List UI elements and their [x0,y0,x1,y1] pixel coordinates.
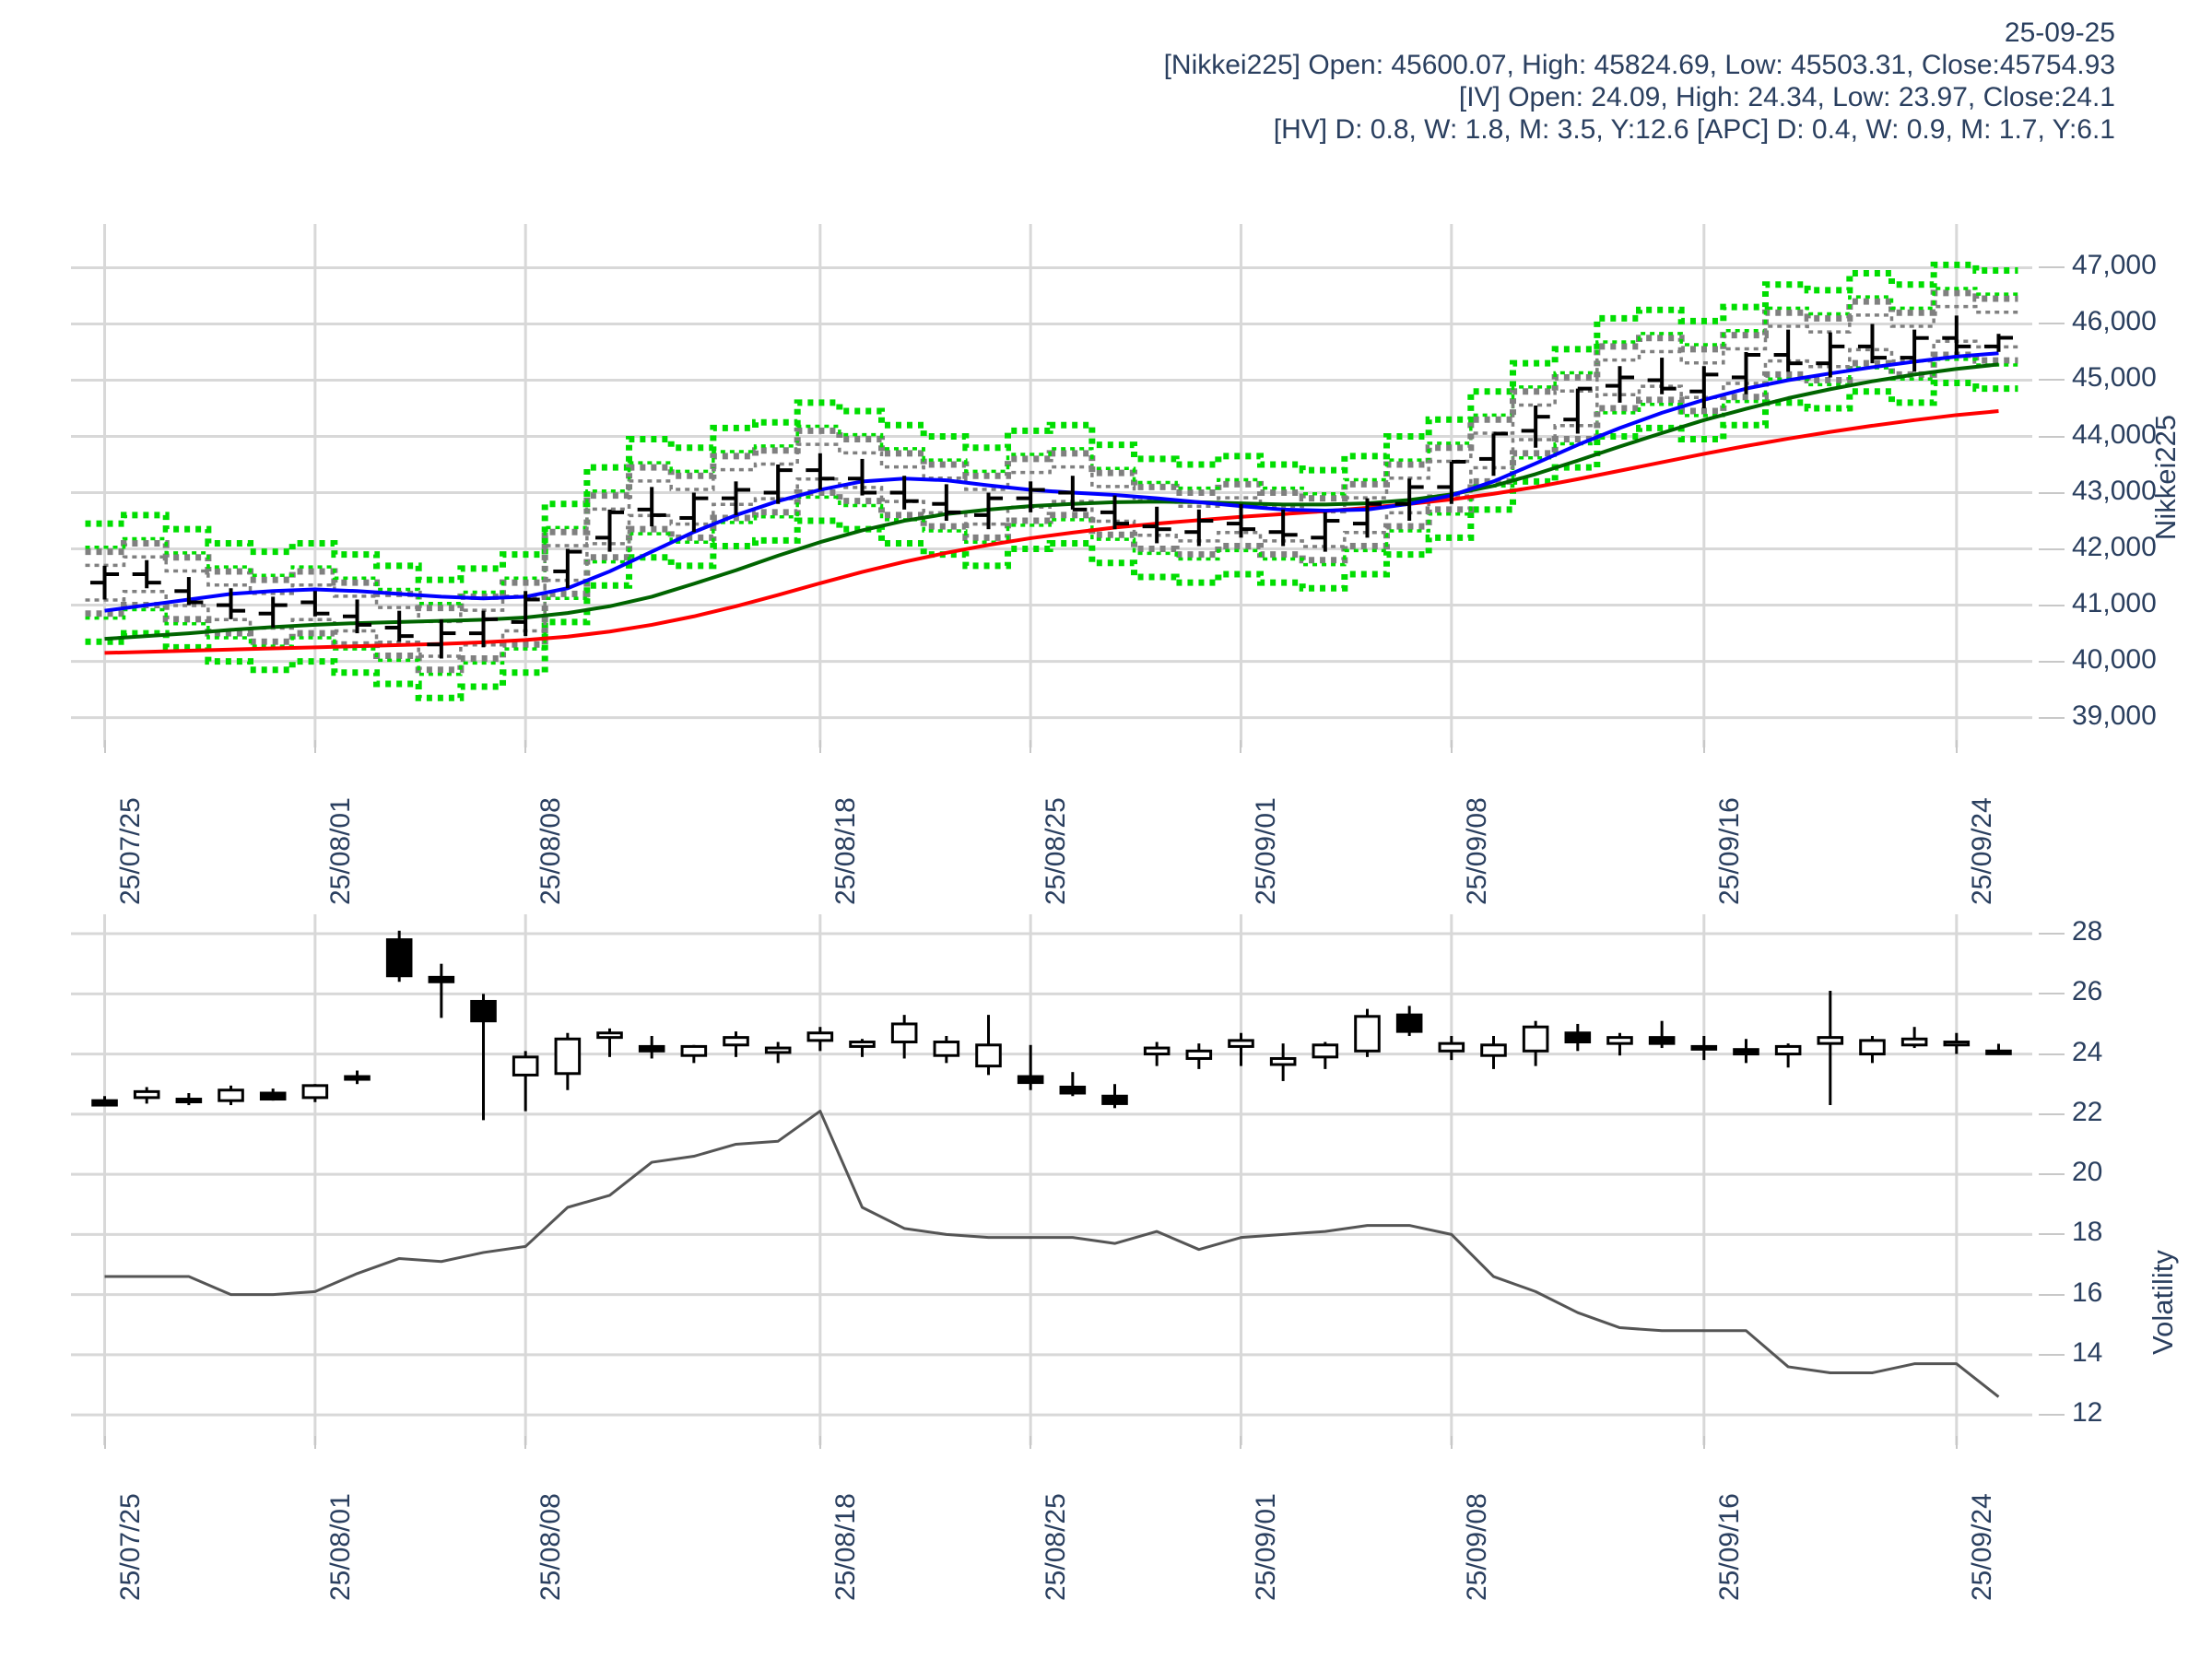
price-x-axis-tick-mark [1450,740,1453,753]
header-line-hv-apc: [HV] D: 0.8, W: 1.8, M: 3.5, Y:12.6 [APC… [1273,114,2115,145]
volatility-y-axis-tick-mark [2039,1353,2065,1356]
price-y-axis-tick-label: 46,000 [2072,306,2157,337]
price-x-axis-tick-mark [1702,740,1705,753]
volatility-hv-line [104,1110,2000,1398]
price-y-axis-tick-label: 45,000 [2072,362,2157,394]
volatility-y-axis-tick-label: 18 [2072,1217,2103,1248]
volatility-y-axis-tick-mark [2039,1112,2065,1115]
price-y-axis-tick-mark [2039,660,2065,663]
price-x-axis-tick-label: 25/09/24 [1966,797,1997,905]
volatility-y-axis-tick-label: 12 [2072,1397,2103,1429]
price-line-ma-fast [104,351,1999,613]
price-y-axis-tick-label: 40,000 [2072,643,2157,675]
price-y-axis-tick-mark [2039,435,2065,438]
volatility-y-axis-tick-mark [2039,933,2065,935]
volatility-x-axis-tick-mark [313,1436,316,1449]
price-y-axis-tick-label: 39,000 [2072,700,2157,731]
price-x-axis-tick-label: 25/07/25 [114,797,146,905]
volatility-x-axis-tick-mark [1240,1436,1242,1449]
price-y-axis-tick-label: 44,000 [2072,418,2157,450]
price-x-axis-tick-label: 25/09/08 [1461,797,1492,905]
price-y-axis-tick-label: 42,000 [2072,531,2157,562]
volatility-y-axis-tick-mark [2039,1293,2065,1296]
price-y-axis-tick-label: 41,000 [2072,587,2157,618]
price-y-axis-tick-label: 43,000 [2072,475,2157,506]
price-y-axis-tick-mark [2039,266,2065,269]
price-band-band-outer-lower [85,380,2018,701]
volatility-axis-title: Volatility [2146,1250,2179,1355]
volatility-x-axis-tick-label: 25/09/08 [1461,1493,1492,1601]
price-band-secondary-1 [85,358,2018,677]
volatility-x-axis-tick-label: 25/08/01 [324,1493,356,1601]
price-y-axis-tick-mark [2039,491,2065,494]
price-ohlc-bars [90,315,2013,659]
volatility-y-axis-tick-mark [2039,1173,2065,1176]
price-x-axis-tick-mark [103,740,106,753]
volatility-x-axis-tick-mark [1030,1436,1032,1449]
price-band-band-outer-upper [85,261,2018,583]
volatility-x-axis-tick-label: 25/09/24 [1966,1493,1997,1601]
price-y-axis-tick-mark [2039,604,2065,606]
price-x-axis-tick-label: 25/09/16 [1713,797,1745,905]
price-x-axis-tick-mark [524,740,527,753]
header-line-nikkei: [Nikkei225] Open: 45600.07, High: 45824.… [1163,50,2115,80]
price-x-axis-tick-mark [1955,740,1958,753]
volatility-y-axis-tick-mark [2039,993,2065,995]
price-x-axis-tick-mark [1030,740,1032,753]
price-chart-plot-area [71,224,2032,747]
price-line-ma-mid [104,362,1999,641]
volatility-y-axis-tick-label: 16 [2072,1277,2103,1308]
price-x-axis-tick-label: 25/08/08 [535,797,567,905]
volatility-y-axis-tick-mark [2039,1233,2065,1236]
volatility-x-axis-tick-mark [818,1436,821,1449]
price-y-axis-tick-mark [2039,716,2065,719]
volatility-x-axis-tick-label: 25/09/16 [1713,1493,1745,1601]
price-axis-title: Nikkei225 [2149,414,2183,541]
header-date: 25-09-25 [2004,18,2115,48]
price-x-axis-tick-mark [1240,740,1242,753]
volatility-x-axis-tick-label: 25/07/25 [114,1493,146,1601]
volatility-x-axis-tick-label: 25/08/08 [535,1493,567,1601]
price-y-axis-tick-mark [2039,547,2065,550]
price-y-axis-tick-mark [2039,323,2065,325]
price-y-axis-tick-label: 47,000 [2072,250,2157,281]
header-line-iv: [IV] Open: 24.09, High: 24.34, Low: 23.9… [1458,82,2115,112]
price-x-axis-tick-mark [818,740,821,753]
volatility-y-axis-tick-label: 24 [2072,1036,2103,1067]
volatility-chart-plot-area [71,914,2032,1445]
price-line-ma-slow [104,409,1999,655]
price-x-axis-tick-label: 25/08/01 [324,797,356,905]
price-y-axis-tick-mark [2039,379,2065,382]
chart-header: 25-09-25 [Nikkei225] Open: 45600.07, Hig… [0,17,2115,146]
price-x-axis-tick-label: 25/08/25 [1041,797,1072,905]
volatility-x-axis-tick-label: 25/08/18 [830,1493,861,1601]
volatility-candlesticks [91,930,2012,1121]
volatility-x-axis-tick-mark [524,1436,527,1449]
price-band-secondary-2 [85,304,2018,624]
volatility-y-axis-tick-label: 26 [2072,976,2103,1007]
price-x-axis-tick-label: 25/09/01 [1251,797,1282,905]
price-x-axis-tick-mark [313,740,316,753]
volatility-x-axis-tick-mark [1450,1436,1453,1449]
volatility-x-axis-tick-mark [1955,1436,1958,1449]
volatility-x-axis-tick-label: 25/09/01 [1251,1493,1282,1601]
volatility-x-axis-tick-mark [103,1436,106,1449]
price-band-secondary-3 [85,339,2018,658]
volatility-y-axis-tick-mark [2039,1414,2065,1417]
price-band-secondary-0 [85,287,2018,606]
price-x-axis-tick-label: 25/08/18 [830,797,861,905]
volatility-y-axis-tick-label: 28 [2072,916,2103,947]
volatility-y-axis-tick-label: 14 [2072,1336,2103,1368]
volatility-y-axis-tick-label: 22 [2072,1096,2103,1127]
volatility-y-axis-tick-mark [2039,1053,2065,1055]
volatility-x-axis-tick-mark [1702,1436,1705,1449]
volatility-x-axis-tick-label: 25/08/25 [1041,1493,1072,1601]
volatility-y-axis-tick-label: 20 [2072,1157,2103,1188]
